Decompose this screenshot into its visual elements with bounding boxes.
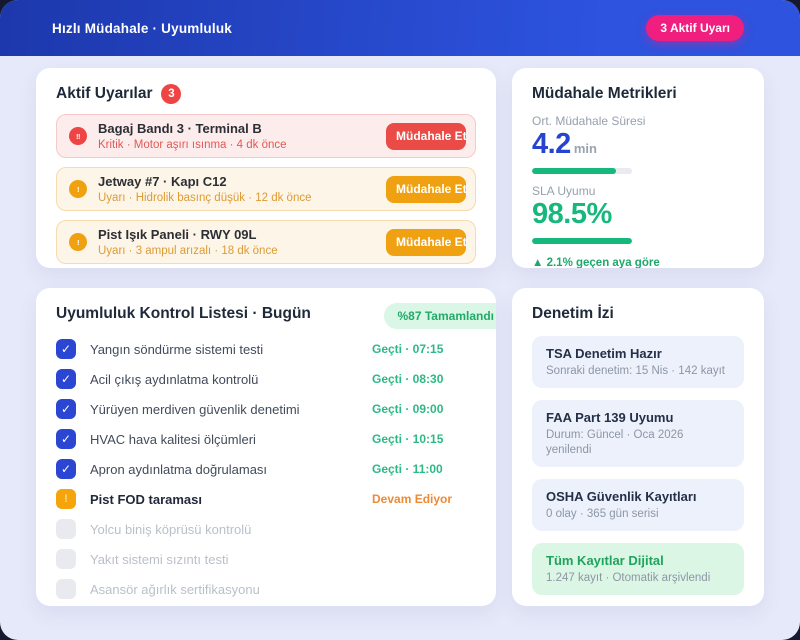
checkbox-inprogress-icon[interactable]: !: [56, 489, 76, 509]
respond-button[interactable]: Müdahale Et: [386, 228, 466, 256]
completion-badge: %87 Tamamlandı: [383, 303, 496, 329]
warning-alert-icon: !: [69, 233, 87, 251]
checklist-row[interactable]: ✓ Yangın söndürme sistemi testi Geçti · 07…: [56, 334, 476, 364]
sla-progressbar: [532, 238, 632, 244]
checklist-title: Uyumluluk Kontrol Listesi · Bugün: [56, 305, 311, 322]
checklist-item-label: Yolcu biniş köprüsü kontrolü: [90, 521, 252, 537]
audit-item-detail: 1.247 kayıt · Otomatik arşivlendi: [546, 572, 711, 584]
sla-value: 98.5%: [532, 198, 612, 230]
audit-trail-card: Denetim İzi TSA Denetim Hazır Sonraki den…: [512, 288, 764, 606]
alerts-card-title: Aktif Uyarılar: [56, 85, 153, 102]
checkbox-checked-icon[interactable]: ✓: [56, 459, 76, 479]
checklist-row[interactable]: ✓ Yürüyen merdiven güvenlik denetimi Geçti…: [56, 394, 476, 424]
alert-detail: Uyarı · 3 ampul arızalı · 18 dk önce: [98, 244, 278, 257]
avg-response-metric: Ort. Müdahale Süresi 4.2 min: [532, 114, 744, 174]
checklist-item-label: Yangın söndürme sistemi testi: [90, 341, 264, 357]
alerts-count-badge: 3: [161, 84, 182, 104]
sla-label: SLA Uyumu: [532, 184, 596, 198]
avg-response-unit: min: [573, 141, 597, 156]
avg-response-progress-fill: [532, 168, 616, 174]
audit-item: TSA Denetim Hazır Sonraki denetim: 15 Nis…: [532, 336, 744, 388]
checklist-item-label: Apron aydınlatma doğrulaması: [90, 461, 268, 477]
alert-item: ! Jetway #7 · Kapı C12 Uyarı · Hidrolik ba…: [56, 167, 476, 211]
alert-text-block: Jetway #7 · Kapı C12 Uyarı · Hidrolik bas…: [98, 174, 311, 205]
checklist-item-status: Geçti · 10:15: [372, 432, 444, 446]
warning-alert-icon: !: [69, 180, 87, 198]
avg-response-value: 4.2: [532, 128, 571, 160]
checkbox-empty[interactable]: [56, 579, 76, 599]
audit-item-detail: Sonraki denetim: 15 Nis · 142 kayıt: [546, 365, 725, 377]
respond-button[interactable]: Müdahale Et: [386, 175, 466, 203]
respond-button[interactable]: Müdahale Et: [386, 122, 466, 150]
audit-item-title: OSHA Güvenlik Kayıtları: [546, 489, 697, 504]
avg-response-progressbar: [532, 168, 632, 174]
checkbox-checked-icon[interactable]: ✓: [56, 399, 76, 419]
audit-item-detail: Durum: Güncel · Oca 2026 yenilendi: [546, 429, 684, 456]
alert-detail: Kritik · Motor aşırı ısınma · 4 dk önce: [98, 138, 287, 151]
compliance-checklist-card: Uyumluluk Kontrol Listesi · Bugün %87 Ta…: [36, 288, 496, 606]
checklist-item-status: Devam Ediyor: [372, 492, 453, 506]
active-alerts-pill[interactable]: 3 Aktif Uyarı: [646, 15, 744, 41]
checklist-item-status: Geçti · 11:00: [372, 462, 443, 476]
audit-item: Tüm Kayıtlar Dijital 1.247 kayıt · Otomat…: [532, 543, 744, 595]
checklist-item-status: Geçti · 07:15: [372, 342, 444, 356]
content-area: Aktif Uyarılar 3 !! Bagaj Bandı 3 · Termi…: [0, 56, 800, 606]
sla-metric: SLA Uyumu 98.5%: [532, 184, 744, 244]
alert-detail: Uyarı · Hidrolik basınç düşük · 12 dk ön…: [98, 191, 312, 204]
alerts-list: !! Bagaj Bandı 3 · Terminal B Kritik · Mot…: [56, 114, 476, 264]
response-metrics-card: Müdahale Metrikleri Ort. Müdahale Süresi…: [512, 68, 764, 268]
critical-alert-icon: !!: [69, 127, 87, 145]
audit-item-detail: 0 olay · 365 gün serisi: [546, 508, 659, 520]
active-alerts-card: Aktif Uyarılar 3 !! Bagaj Bandı 3 · Termi…: [36, 68, 496, 268]
audit-item-title: TSA Denetim Hazır: [546, 346, 662, 361]
alerts-card-header: Aktif Uyarılar 3: [56, 84, 476, 104]
audit-title: Denetim İzi: [532, 305, 614, 322]
alert-text-block: Pist Işık Paneli · RWY 09L Uyarı · 3 ampu…: [98, 227, 278, 258]
trend-up-indicator: ▲ 2.1% geçen aya göre: [532, 257, 660, 268]
checklist-row[interactable]: ✓ HVAC hava kalitesi ölçümleri Geçti · 10:…: [56, 424, 476, 454]
checklist-item-status: Geçti · 08:30: [372, 372, 444, 386]
avg-response-label: Ort. Müdahale Süresi: [532, 114, 646, 128]
checklist-row[interactable]: ✓ Acil çıkış aydınlatma kontrolü Geçti · 0…: [56, 364, 476, 394]
checklist-row[interactable]: ✓ Apron aydınlatma doğrulaması Geçti · 11:…: [56, 454, 476, 484]
checkbox-checked-icon[interactable]: ✓: [56, 339, 76, 359]
checklist-card-header: Uyumluluk Kontrol Listesi · Bugün: [56, 304, 476, 324]
checkbox-checked-icon[interactable]: ✓: [56, 429, 76, 449]
checklist-item-label: Pist FOD taraması: [90, 491, 202, 507]
page-title: Hızlı Müdahale · Uyumluluk: [52, 20, 232, 36]
audit-list: TSA Denetim Hazır Sonraki denetim: 15 Nis…: [532, 336, 744, 595]
checklist-item-label: Acil çıkış aydınlatma kontrolü: [90, 371, 259, 387]
checkbox-empty[interactable]: [56, 519, 76, 539]
checkbox-checked-icon[interactable]: ✓: [56, 369, 76, 389]
checklist-item-label: Yakıt sistemi sızıntı testi: [90, 551, 229, 567]
audit-item: OSHA Güvenlik Kayıtları 0 olay · 365 gün …: [532, 479, 744, 531]
audit-item: FAA Part 139 Uyumu Durum: Güncel · Oca 20…: [532, 400, 744, 467]
checklist-item-label: Yürüyen merdiven güvenlik denetimi: [90, 401, 300, 417]
alert-title: Pist Işık Paneli · RWY 09L: [98, 226, 257, 242]
checkbox-empty[interactable]: [56, 549, 76, 569]
audit-item-title: Tüm Kayıtlar Dijital: [546, 553, 664, 568]
checklist-list: ✓ Yangın söndürme sistemi testi Geçti · 07…: [56, 334, 476, 604]
audit-item-title: FAA Part 139 Uyumu: [546, 410, 674, 425]
alert-item: !! Bagaj Bandı 3 · Terminal B Kritik · Mot…: [56, 114, 476, 158]
sla-progress-fill: [532, 238, 632, 244]
alert-item: ! Pist Işık Paneli · RWY 09L Uyarı · 3 amp…: [56, 220, 476, 264]
alert-text-block: Bagaj Bandı 3 · Terminal B Kritik · Motor…: [98, 121, 287, 152]
metrics-card-title: Müdahale Metrikleri: [532, 85, 677, 102]
top-header-bar: Hızlı Müdahale · Uyumluluk 3 Aktif Uyarı: [0, 0, 800, 56]
alert-title: Bagaj Bandı 3 · Terminal B: [98, 120, 262, 136]
checklist-row[interactable]: ! Pist FOD taraması Devam Ediyor: [56, 484, 476, 514]
checklist-row[interactable]: Yolcu biniş köprüsü kontrolü: [56, 514, 476, 544]
checklist-item-label: Asansör ağırlık sertifikasyonu: [90, 581, 260, 597]
checklist-item-label: HVAC hava kalitesi ölçümleri: [90, 431, 256, 447]
alert-title: Jetway #7 · Kapı C12: [98, 173, 227, 189]
checklist-row[interactable]: Asansör ağırlık sertifikasyonu: [56, 574, 476, 604]
checklist-item-status: Geçti · 09:00: [372, 402, 444, 416]
checklist-row[interactable]: Yakıt sistemi sızıntı testi: [56, 544, 476, 574]
